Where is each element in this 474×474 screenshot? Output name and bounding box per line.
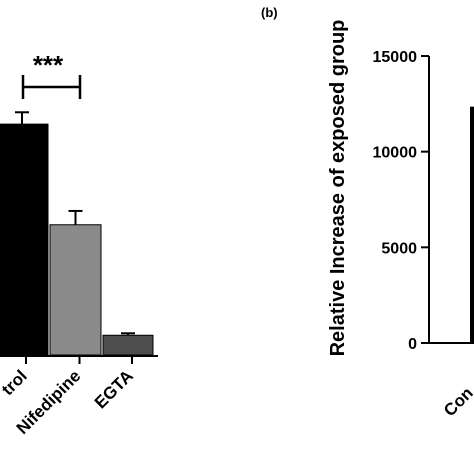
panel-b-y-axis-title: Relative Increase of exposed group (327, 20, 349, 357)
x-tick-label-control: Con (440, 383, 474, 420)
bar-nifedipine (49, 224, 102, 356)
bar-control (470, 106, 474, 344)
panel-b-label: (b) (261, 5, 278, 20)
panel-b-chart: 0 5000 10000 15000 Con (373, 49, 474, 420)
bar-control (0, 123, 49, 356)
bar-egta (102, 334, 154, 356)
x-tick-label-egta: EGTA (91, 366, 137, 412)
y-tick-label: 10000 (373, 145, 418, 162)
significance-label: *** (33, 50, 64, 80)
y-tick-label: 0 (408, 336, 417, 353)
x-tick-label-control: trol (0, 366, 31, 399)
y-tick-label: 15000 (373, 49, 418, 66)
y-tick-label: 5000 (381, 240, 417, 257)
